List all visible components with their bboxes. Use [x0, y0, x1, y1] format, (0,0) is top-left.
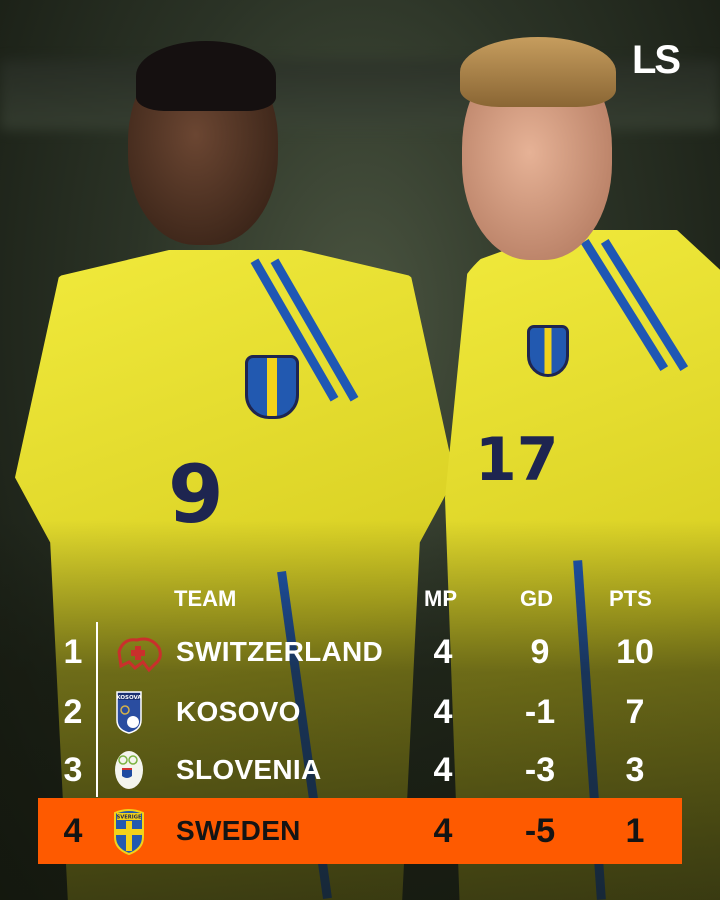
sweden-crest-shirt-icon — [245, 355, 299, 419]
matches-played: 4 — [433, 692, 453, 731]
sweden-badge-text: SVERIGE — [116, 815, 141, 821]
switzerland-crest-icon — [117, 637, 162, 672]
matches-played: 4 — [433, 632, 453, 671]
points: 1 — [625, 811, 645, 850]
rank-divider — [96, 622, 98, 797]
goal-difference: -5 — [524, 811, 556, 850]
points: 10 — [616, 632, 654, 671]
team-name: SLOVENIA — [176, 754, 322, 785]
matches-played: 4 — [433, 750, 453, 789]
rank: 4 — [63, 811, 83, 850]
player-right-head — [460, 37, 616, 260]
table-row: 2 KOSOVA KOSOVO 4 -1 7 — [38, 682, 682, 742]
player-left-head — [128, 41, 278, 245]
kosovo-crest-icon: KOSOVA — [116, 691, 142, 734]
ls-logo: LS — [632, 38, 681, 82]
team-name: SWEDEN — [176, 815, 301, 846]
header-mp: MP — [424, 586, 457, 611]
goal-difference: -3 — [524, 750, 556, 789]
rank: 1 — [63, 632, 83, 671]
table-row: 3 SLOVENIA 4 -3 3 — [38, 740, 682, 800]
goal-difference: -1 — [524, 692, 556, 731]
header-gd: GD — [520, 586, 553, 611]
matches-played: 4 — [433, 811, 453, 850]
points: 3 — [625, 750, 645, 789]
header-team: TEAM — [174, 586, 237, 611]
kosovo-badge-text: KOSOVA — [116, 695, 142, 701]
goal-difference: 9 — [530, 632, 550, 671]
header-pts: PTS — [609, 586, 652, 611]
rank: 2 — [63, 692, 83, 731]
shirt-number-17: 17 — [475, 425, 559, 495]
sweden-crest-shirt-icon — [527, 325, 569, 377]
sweden-crest-icon: SVERIGE — [114, 809, 144, 855]
rank: 3 — [63, 750, 83, 789]
points: 7 — [625, 692, 645, 731]
team-name: KOSOVO — [176, 696, 301, 727]
table-row: 1 SWITZERLAND 4 9 10 — [38, 622, 682, 682]
team-name: SWITZERLAND — [176, 636, 384, 667]
slovenia-crest-icon — [115, 751, 143, 789]
table-row-highlighted: 4 SVERIGE SWEDEN 4 -5 1 — [38, 798, 682, 864]
